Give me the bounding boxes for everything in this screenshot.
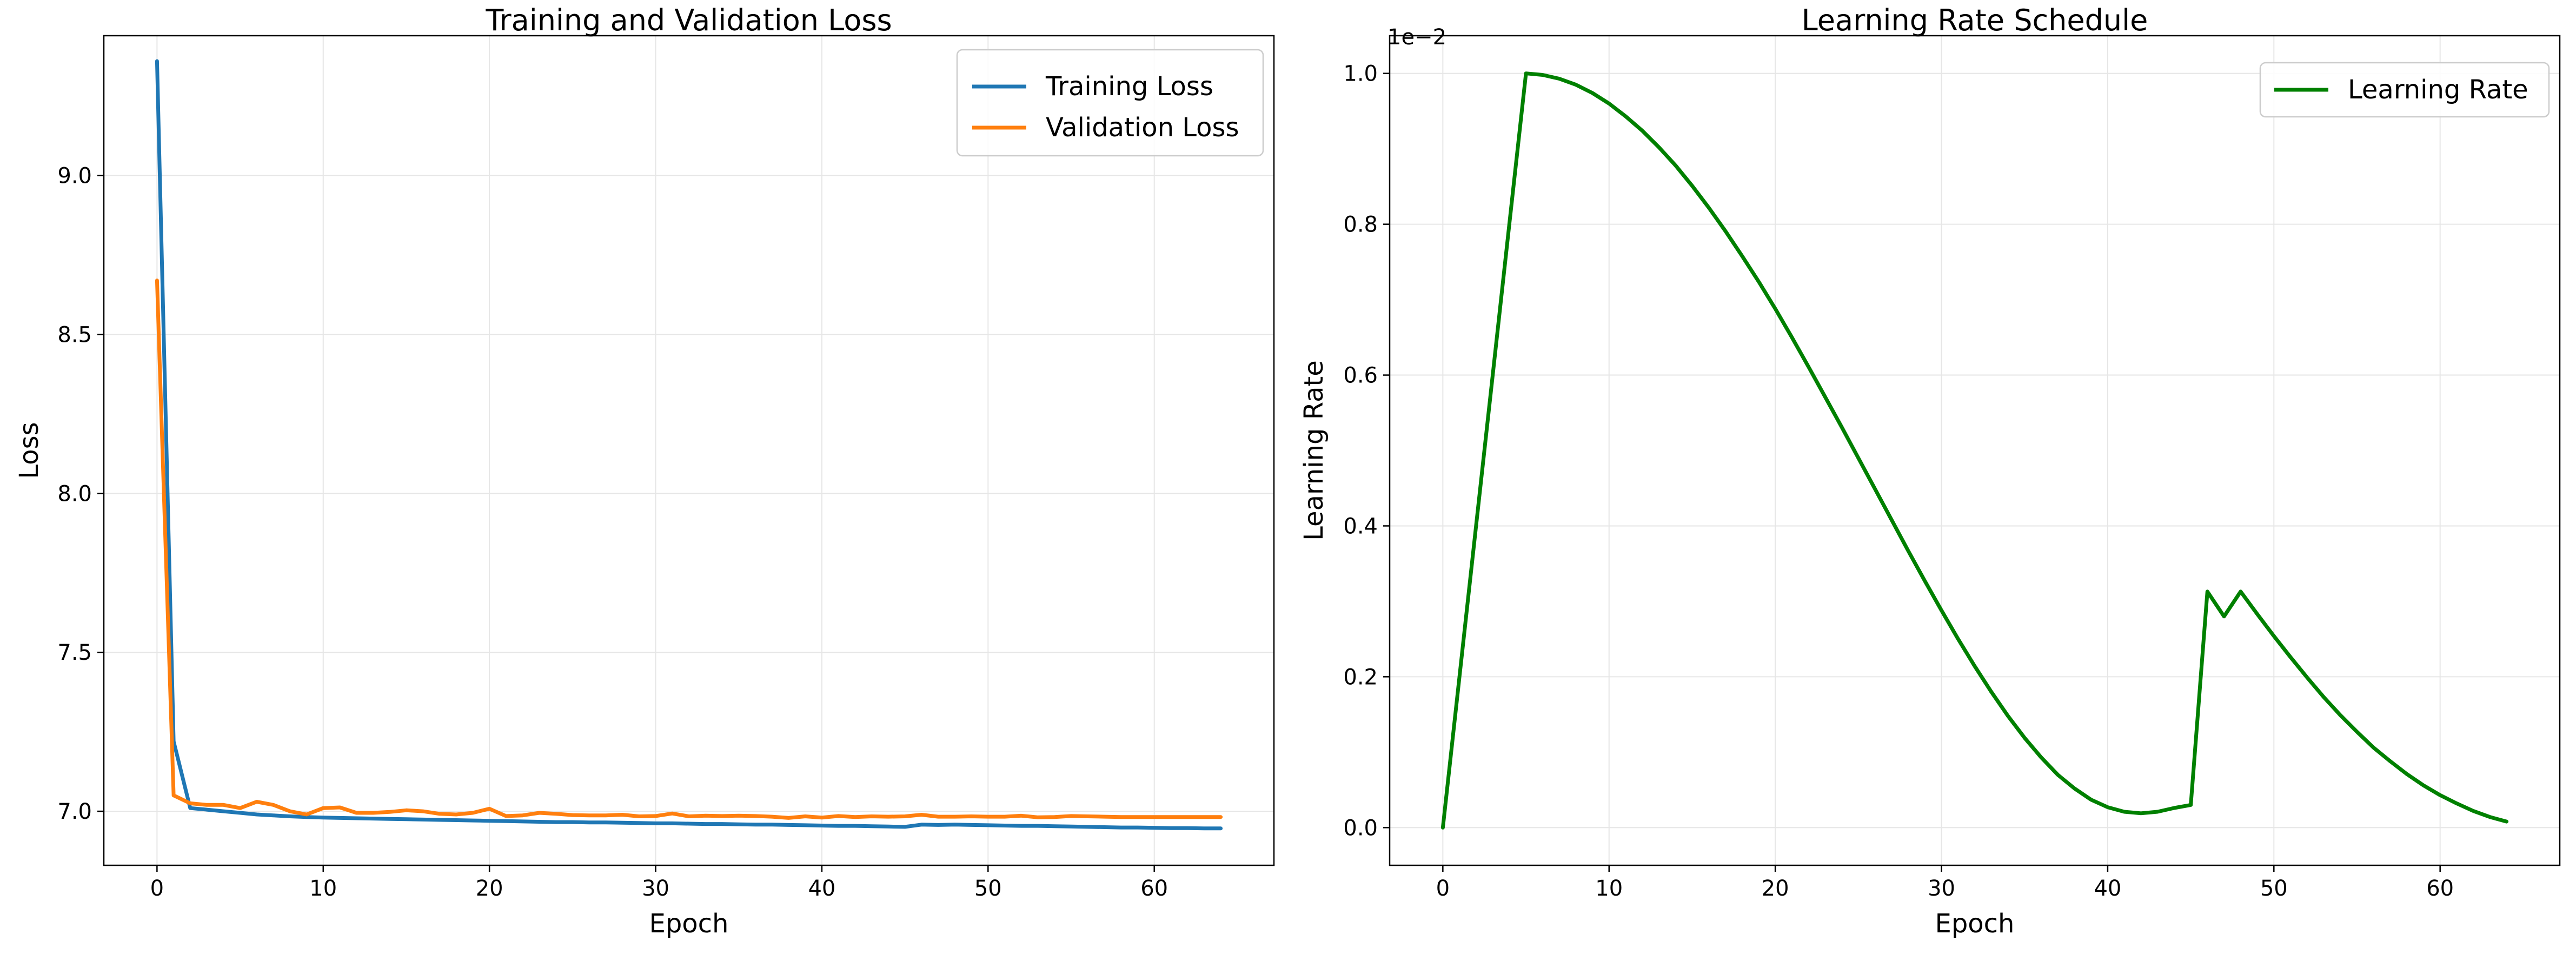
legend-label-learning-rate: Learning Rate [2348, 75, 2528, 105]
loss-chart: 0 10 20 30 40 50 60 7.0 7.5 8.0 8.5 9.0 Training a… [14, 3, 1275, 939]
lr-legend-box [2259, 62, 2550, 118]
loss-y-ticks: 7.0 7.5 8.0 8.5 9.0 [57, 164, 104, 824]
loss-x-ticks: 0 10 20 30 40 50 60 [150, 865, 1168, 901]
legend-label-validation-loss: Validation Loss [1046, 112, 1239, 143]
lr-y-tick-label: 0.4 [1343, 514, 1378, 539]
lr-x-tick-label: 50 [2260, 876, 2288, 901]
loss-x-tick-label: 60 [1140, 876, 1168, 901]
lr-grid [1390, 36, 2560, 865]
lr-x-tick-label: 0 [1436, 876, 1450, 901]
lr-y-axis-label: Learning Rate [1299, 360, 1329, 541]
loss-x-tick-label: 0 [150, 876, 164, 901]
loss-x-tick-label: 50 [974, 876, 1002, 901]
legend-label-training-loss: Training Loss [1045, 71, 1213, 102]
lr-axes-frame [1389, 35, 2561, 866]
lr-x-tick-label: 30 [1928, 876, 1955, 901]
loss-x-tick-label: 10 [309, 876, 337, 901]
lr-y-ticks: 0.0 0.2 0.4 0.6 0.8 1.0 [1343, 62, 1390, 840]
loss-x-axis-label: Epoch [649, 909, 729, 939]
loss-plot-area [155, 59, 1223, 831]
loss-y-tick-label: 8.0 [57, 481, 92, 506]
loss-y-tick-label: 9.0 [57, 164, 92, 189]
lr-x-tick-label: 40 [2094, 876, 2121, 901]
series-line-training-loss [155, 59, 1223, 831]
lr-plot-area [1440, 71, 2509, 830]
lr-x-tick-label: 60 [2426, 876, 2454, 901]
lr-y-tick-label: 0.8 [1343, 213, 1378, 237]
loss-x-tick-label: 30 [642, 876, 669, 901]
lr-chart: 0 10 20 30 40 50 60 0.0 0.2 0.4 0.6 0.8 1.0 1e−2 Le… [1299, 3, 2561, 939]
lr-x-tick-label: 10 [1595, 876, 1623, 901]
loss-x-tick-label: 20 [476, 876, 503, 901]
loss-x-tick-label: 40 [808, 876, 835, 901]
loss-axes-frame [103, 35, 1275, 866]
loss-y-tick-label: 7.5 [57, 640, 92, 665]
lr-offset-text: 1e−2 [1387, 25, 1446, 50]
lr-y-tick-label: 1.0 [1343, 62, 1378, 87]
lr-y-tick-label: 0.0 [1343, 816, 1378, 840]
lr-x-axis-label: Epoch [1935, 909, 2015, 939]
lr-x-ticks: 0 10 20 30 40 50 60 [1436, 865, 2454, 901]
lr-x-tick-label: 20 [1762, 876, 1789, 901]
loss-y-tick-label: 8.5 [57, 322, 92, 347]
series-line-validation-loss [155, 279, 1223, 820]
lr-y-tick-label: 0.6 [1343, 363, 1378, 388]
lr-legend: Learning Rate [2259, 62, 2550, 118]
loss-legend-box [956, 49, 1264, 157]
lr-chart-title: Learning Rate Schedule [1802, 3, 2148, 37]
loss-legend: Training Loss Validation Loss [956, 49, 1264, 157]
loss-y-tick-label: 7.0 [57, 799, 92, 824]
lr-y-tick-label: 0.2 [1343, 665, 1378, 690]
loss-chart-title: Training and Validation Loss [485, 3, 892, 37]
series-line-learning-rate [1440, 71, 2509, 830]
loss-y-axis-label: Loss [14, 422, 44, 479]
